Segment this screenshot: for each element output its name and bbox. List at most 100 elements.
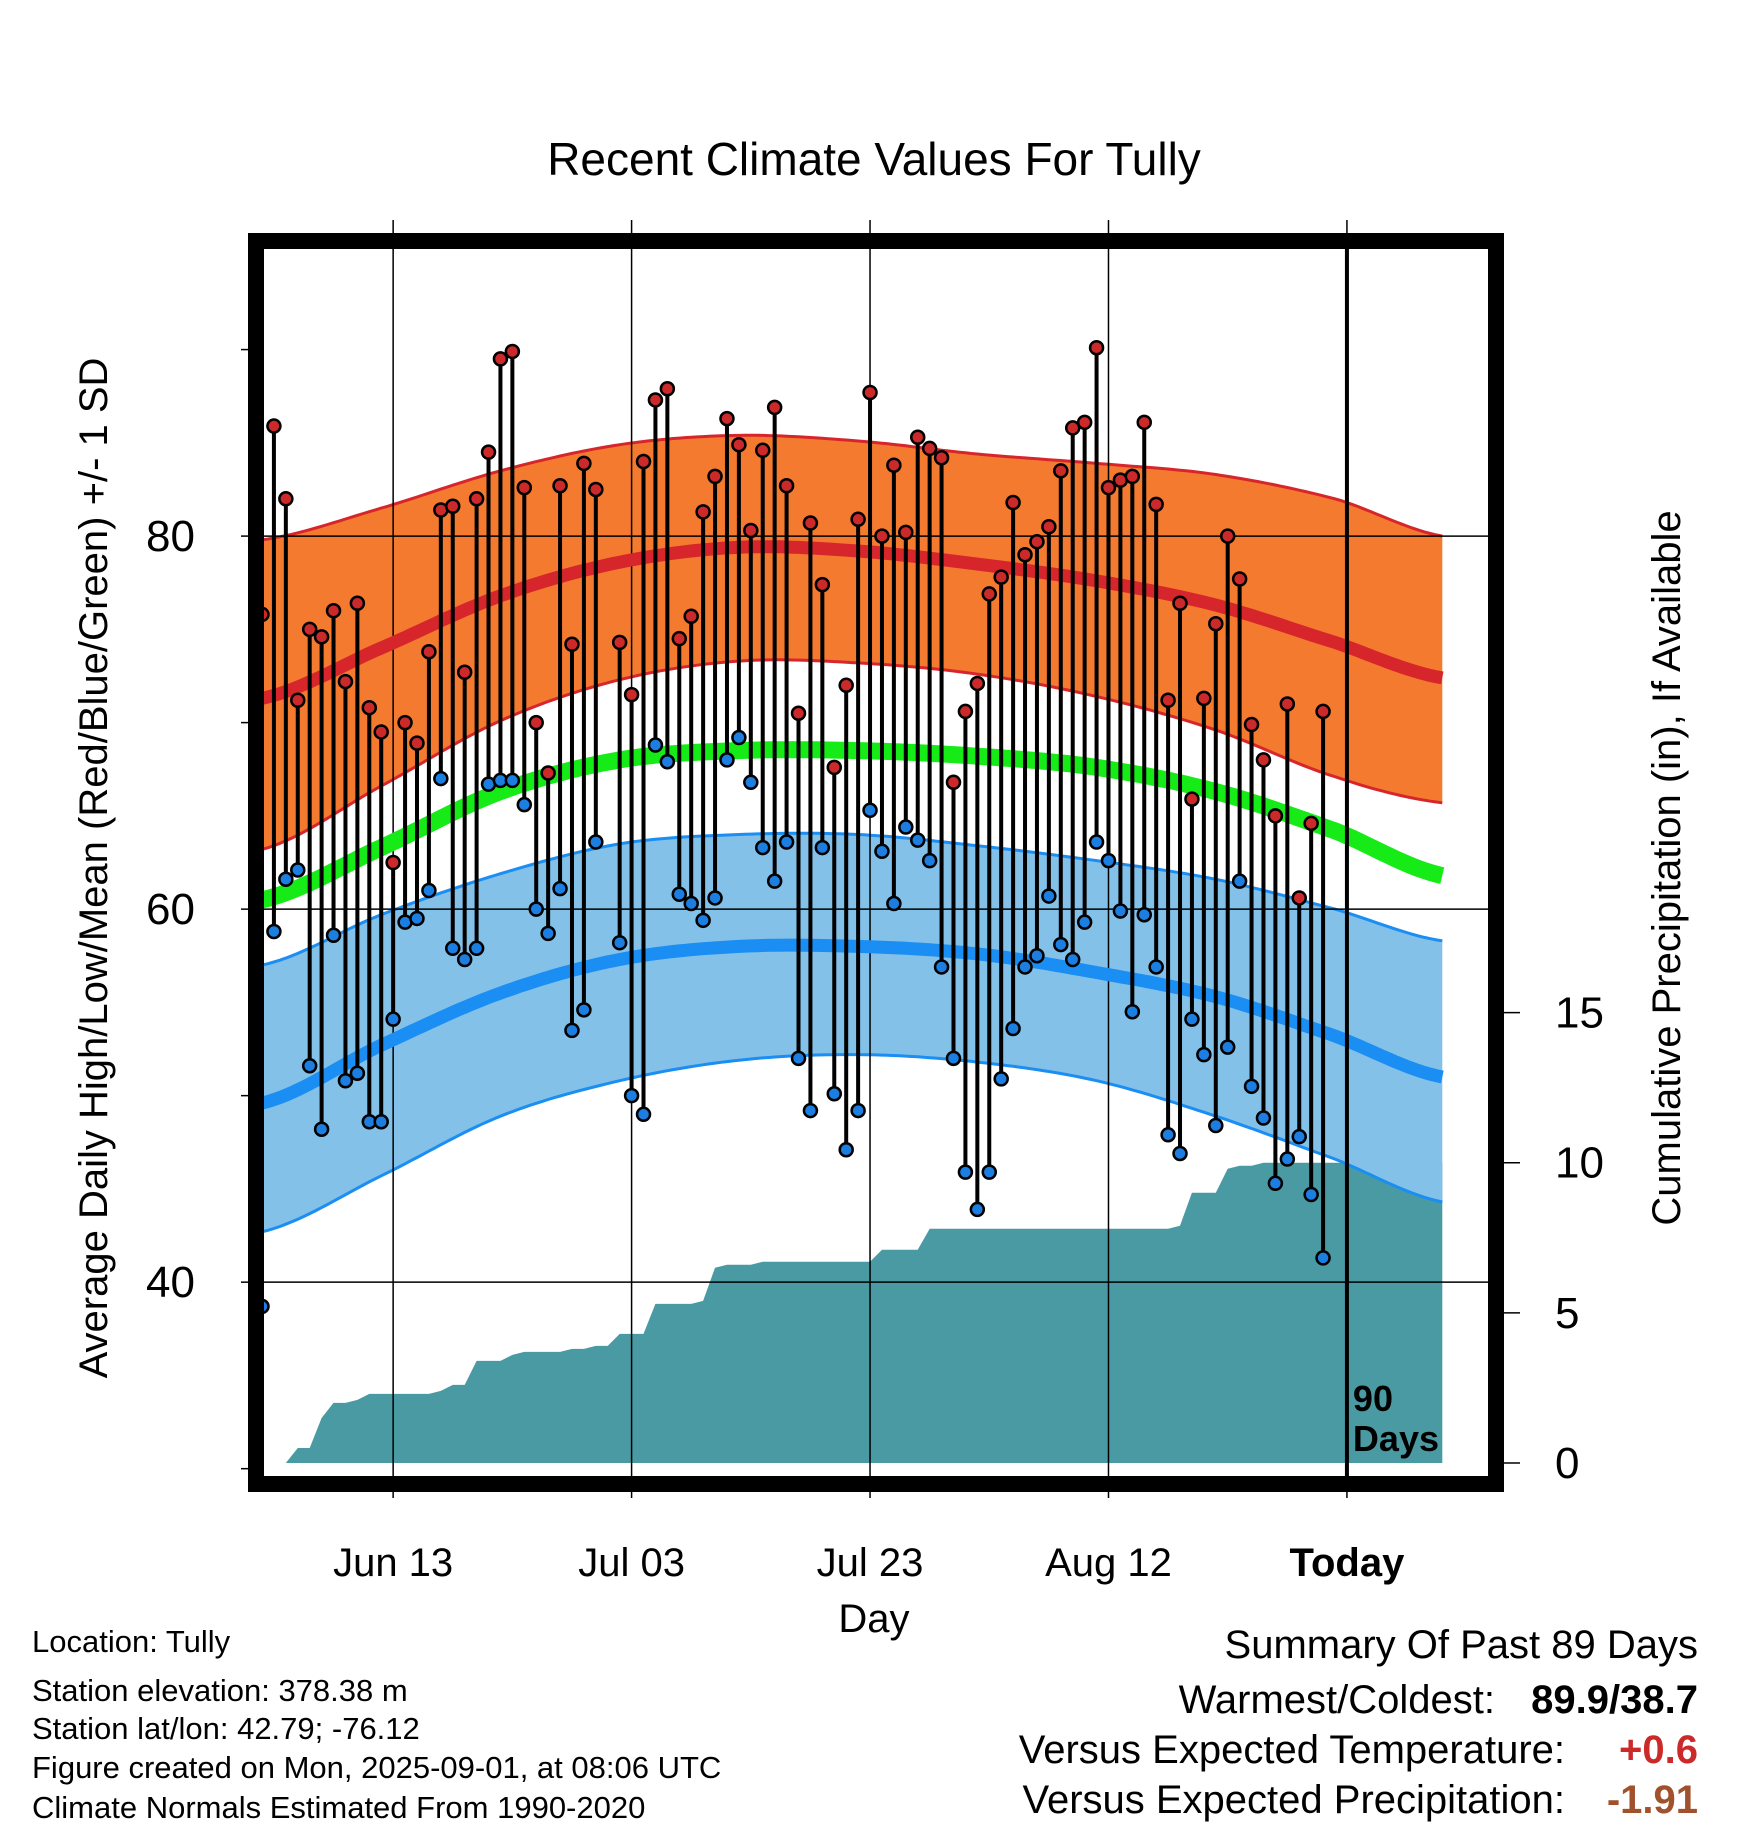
low-point xyxy=(1208,1117,1224,1134)
low-point xyxy=(266,923,282,940)
high-point xyxy=(301,621,318,638)
high-point xyxy=(552,477,568,494)
low-normal-line xyxy=(260,938,1444,1110)
high-point xyxy=(1219,528,1236,544)
high-point xyxy=(731,436,747,453)
low-point xyxy=(981,1164,998,1180)
low-point xyxy=(290,862,306,878)
low-point xyxy=(504,772,521,789)
y2-axis-label: Cumulative Precipitation (in), If Availa… xyxy=(1645,510,1689,1225)
high-band-upper-edge xyxy=(261,433,1443,542)
high-point xyxy=(969,675,986,692)
summary-warmest-value: 89.9/38.7 xyxy=(1531,1678,1698,1722)
high-point xyxy=(337,673,354,690)
high-point xyxy=(1196,690,1212,707)
high-point xyxy=(933,450,950,466)
summary-precip-label: Versus Expected Precipitation: xyxy=(1022,1778,1565,1822)
low-point xyxy=(313,1121,330,1137)
low-point xyxy=(1017,959,1033,975)
high-point xyxy=(468,491,485,507)
high-point xyxy=(1041,519,1057,535)
high-point xyxy=(528,714,544,731)
low-point xyxy=(528,901,544,917)
high-point xyxy=(623,686,640,703)
low-point xyxy=(623,1087,640,1104)
high-point xyxy=(957,703,974,720)
low-point xyxy=(1172,1145,1188,1162)
high-point xyxy=(1148,496,1164,513)
high-point xyxy=(826,759,843,776)
high-point xyxy=(683,608,699,625)
low-point xyxy=(552,880,568,897)
low-point xyxy=(814,839,831,856)
high-point xyxy=(290,692,306,708)
high-point xyxy=(1208,616,1224,632)
low-point xyxy=(909,832,926,848)
low-point xyxy=(1303,1186,1319,1203)
low-point xyxy=(576,1002,592,1018)
high-point xyxy=(409,735,425,751)
high-point xyxy=(921,440,938,457)
high-point xyxy=(850,511,866,528)
low-point xyxy=(1267,1175,1284,1192)
x-tick-label: Jul 03 xyxy=(578,1541,685,1585)
high-point xyxy=(838,677,854,694)
x-tick-label: Jun 13 xyxy=(333,1541,453,1585)
high-point xyxy=(313,629,330,645)
high-point xyxy=(719,410,735,427)
high-point xyxy=(456,664,473,681)
info-elevation: Station elevation: 378.38 m xyxy=(32,1673,408,1708)
high-point xyxy=(695,504,711,520)
high-point xyxy=(361,699,378,716)
y-tick-label: 40 xyxy=(146,1258,195,1307)
high-point xyxy=(814,576,831,593)
low-point xyxy=(647,737,664,753)
y2-tick-label: 15 xyxy=(1555,989,1604,1038)
today-count-label: 90 xyxy=(1353,1378,1393,1419)
low-point xyxy=(1041,888,1057,904)
high-point xyxy=(325,602,342,619)
info-created: Figure created on Mon, 2025-09-01, at 08… xyxy=(32,1750,721,1785)
info-latlon: Station lat/lon: 42.79; -76.12 xyxy=(32,1711,420,1746)
high-point xyxy=(1005,494,1021,511)
low-point xyxy=(766,873,783,889)
low-point xyxy=(683,895,699,912)
high-point xyxy=(647,392,664,408)
low-point xyxy=(754,839,771,856)
low-point xyxy=(1076,914,1093,930)
high-point xyxy=(266,418,282,434)
low-point xyxy=(456,951,473,968)
summary-temp-value: +0.6 xyxy=(1619,1728,1698,1772)
high-point xyxy=(754,442,771,459)
high-band-lower-edge xyxy=(261,658,1443,851)
y2-tick-label: 10 xyxy=(1555,1139,1604,1188)
low-point xyxy=(1029,948,1045,964)
high-point xyxy=(1172,595,1188,611)
y-tick-label: 60 xyxy=(146,885,195,934)
high-point xyxy=(504,343,521,360)
y2-tick-label: 0 xyxy=(1555,1439,1579,1488)
low-point xyxy=(743,774,759,791)
high-point xyxy=(540,765,556,781)
low-point xyxy=(611,934,628,951)
low-point xyxy=(1160,1127,1176,1143)
high-point xyxy=(576,455,592,472)
high-point xyxy=(1064,420,1081,436)
low-point xyxy=(468,940,485,957)
low-point xyxy=(1100,852,1117,869)
low-point xyxy=(671,886,688,902)
low-point xyxy=(1184,1011,1200,1027)
summary-box: Summary Of Past 89 Days Warmest/Coldest:… xyxy=(1019,1623,1698,1822)
low-point xyxy=(921,852,938,869)
y-axis-label: Average Daily High/Low/Mean (Red/Blue/Gr… xyxy=(72,358,116,1379)
low-point xyxy=(1315,1250,1331,1266)
low-point xyxy=(778,834,795,850)
chart-title: Recent Climate Values For Tully xyxy=(547,133,1201,185)
low-normal-band xyxy=(262,833,1443,1232)
high-point xyxy=(1315,703,1331,720)
high-point xyxy=(886,457,902,473)
high-point xyxy=(1303,815,1319,832)
high-point xyxy=(1255,752,1272,768)
low-point xyxy=(1124,1003,1141,1020)
